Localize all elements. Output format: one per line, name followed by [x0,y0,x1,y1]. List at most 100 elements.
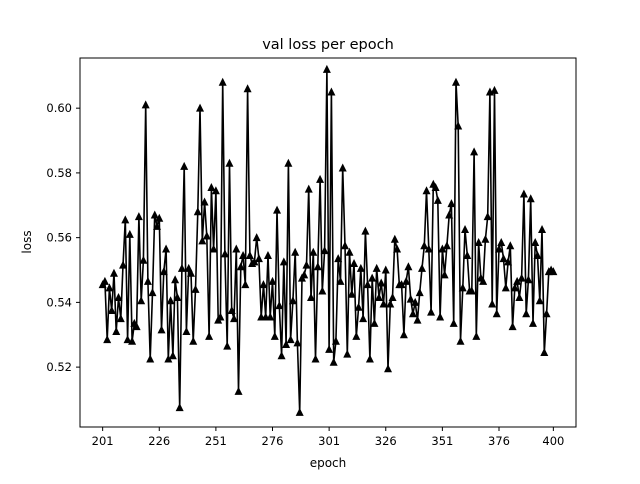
data-point-marker [119,260,128,269]
data-point-marker [372,263,381,272]
data-point-marker [422,186,431,195]
data-point-marker [467,286,476,295]
data-point-marker [354,302,363,311]
data-point-marker [123,335,132,344]
data-point-marker [336,276,345,285]
y-axis-label: loss [20,230,34,253]
data-point-marker [227,305,236,314]
data-point-marker [454,121,463,130]
data-point-marker [141,100,150,109]
data-point-marker [286,335,295,344]
data-point-marker [159,267,168,276]
data-point-marker [125,229,134,238]
data-point-marker [408,309,417,318]
data-point-marker [293,338,302,347]
data-point-marker [146,354,155,363]
data-point-marker [234,386,243,395]
data-point-marker [338,163,347,172]
data-point-marker [232,244,241,253]
data-point-marker [399,330,408,339]
data-point-marker [191,284,200,293]
data-point-marker [377,278,386,287]
data-point-marker [483,212,492,221]
data-point-marker [173,293,182,302]
x-tick-label: 301 [318,434,340,448]
data-point-marker [438,244,447,253]
data-point-marker [205,331,214,340]
x-tick-label: 400 [542,434,564,448]
y-tick-label: 0.60 [46,101,72,115]
data-point-marker [236,262,245,271]
data-point-marker [307,293,316,302]
data-point-marker [162,244,171,253]
data-point-marker [114,293,123,302]
data-point-marker [517,273,526,282]
data-point-marker [494,244,503,253]
data-point-marker [318,286,327,295]
data-point-marker [340,241,349,250]
plot-area [98,64,558,416]
y-tick-label: 0.56 [46,231,72,245]
data-point-marker [363,280,372,289]
x-tick-label: 226 [148,434,170,448]
data-point-marker [243,84,252,93]
data-point-marker [350,259,359,268]
data-point-marker [481,234,490,243]
data-point-marker [216,312,225,321]
data-point-marker [148,288,157,297]
data-point-marker [528,318,537,327]
data-point-marker [533,250,542,259]
axes-frame [79,57,577,428]
data-point-marker [220,249,229,258]
data-point-marker [266,312,275,321]
data-point-marker [282,339,291,348]
data-point-marker [513,276,522,285]
data-point-marker [397,280,406,289]
data-point-marker [180,161,189,170]
data-point-marker [490,85,499,94]
data-point-marker [320,246,329,255]
data-point-marker [302,260,311,269]
data-point-marker [497,238,506,246]
data-point-marker [388,293,397,302]
data-point-marker [379,299,388,308]
data-point-marker [417,263,426,272]
data-point-marker [447,199,456,208]
data-point-marker [329,357,338,366]
data-point-marker [309,247,318,256]
data-point-marker [186,268,195,277]
data-point-marker [116,314,125,323]
data-point-marker [461,225,470,234]
data-point-marker [506,241,515,250]
data-point-marker [549,267,558,276]
data-point-marker [139,255,148,264]
y-tick-label: 0.54 [46,295,72,309]
data-point-marker [519,189,528,198]
data-point-marker [225,158,234,167]
x-tick-label: 251 [205,434,227,448]
data-point-marker [291,247,300,256]
data-point-marker [436,312,445,321]
data-point-marker [175,403,184,412]
data-point-marker [241,280,250,289]
data-point-marker [451,77,460,86]
data-point-marker [474,238,483,246]
data-point-marker [386,299,395,308]
data-point-marker [189,336,198,345]
data-point-marker [501,283,510,292]
data-point-marker [420,241,429,250]
data-point-marker [345,247,354,256]
data-point-marker [157,325,166,334]
data-point-marker [316,174,325,183]
data-point-marker [177,263,186,272]
data-point-marker [322,64,331,73]
data-point-marker [538,225,547,234]
data-point-marker [198,236,207,245]
data-point-marker [254,254,263,263]
data-point-marker [442,241,451,250]
data-point-marker [463,250,472,259]
data-point-marker [295,407,304,416]
data-point-marker [390,234,399,243]
data-point-marker [499,254,508,263]
